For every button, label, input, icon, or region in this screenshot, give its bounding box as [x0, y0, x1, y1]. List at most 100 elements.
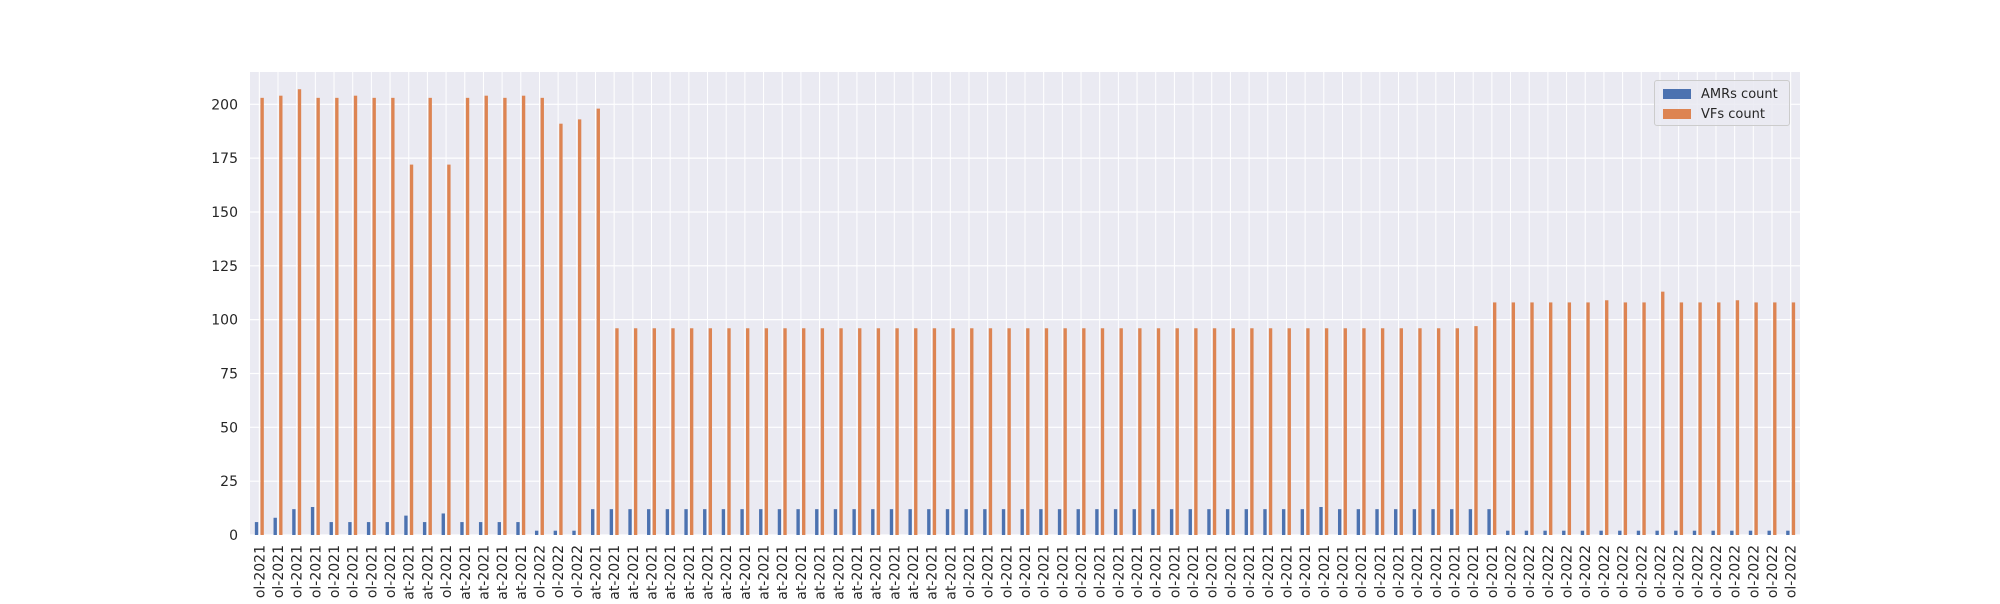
bar-vfs: [1754, 302, 1758, 535]
bar-vfs: [1717, 302, 1721, 535]
bar-vfs: [1642, 302, 1646, 535]
x-tick-label: ol-2022: [1560, 545, 1576, 598]
bar-vfs: [409, 164, 414, 535]
bar-vfs: [1194, 328, 1198, 535]
bar-amrs: [1692, 530, 1697, 535]
x-tick-label: ol-2021: [981, 545, 997, 598]
bar-vfs: [1362, 328, 1366, 535]
legend-swatch-amrs: [1663, 89, 1691, 99]
bar-amrs: [310, 507, 315, 535]
bar-vfs: [951, 328, 955, 535]
x-tick-label: ol-2021: [252, 545, 268, 598]
bar-amrs: [478, 522, 483, 535]
bar-amrs: [777, 509, 782, 535]
bar-vfs: [1119, 328, 1123, 535]
bar-vfs: [484, 95, 488, 536]
bar-amrs: [460, 522, 464, 535]
x-tick-label: ol-2021: [1186, 545, 1202, 598]
bar-amrs: [1169, 509, 1174, 535]
x-tick-label: at-2021: [719, 545, 735, 600]
x-tick-label: ol-2021: [308, 545, 324, 598]
x-tick-label: ol-2022: [1728, 545, 1744, 598]
x-tick-label: at-2021: [420, 545, 436, 600]
x-tick-label: at-2021: [514, 545, 530, 600]
bar-amrs: [703, 509, 707, 535]
legend-swatch-vfs: [1663, 109, 1691, 119]
bar-vfs: [1492, 302, 1497, 535]
bar-amrs: [1506, 530, 1510, 535]
bar-amrs: [983, 509, 987, 535]
bar-vfs: [1605, 300, 1609, 535]
bar-vfs: [1567, 302, 1572, 535]
bar-amrs: [273, 517, 277, 535]
y-tick-label: 0: [229, 528, 238, 544]
bar-vfs: [1044, 328, 1049, 535]
bar-vfs: [1698, 302, 1702, 535]
bar-amrs: [1748, 530, 1753, 535]
x-tick-label: at-2021: [495, 545, 511, 600]
x-tick-label: at-2021: [813, 545, 829, 600]
bar-amrs: [1281, 509, 1286, 535]
y-tick-label: 75: [220, 366, 238, 382]
bar-vfs: [1156, 328, 1161, 535]
bar-amrs: [1225, 509, 1230, 535]
bar-vfs: [1026, 328, 1030, 535]
bar-amrs: [292, 509, 296, 535]
x-tick-label: ol-2022: [1634, 545, 1650, 598]
x-tick-label: at-2021: [757, 545, 773, 600]
bar-amrs: [1057, 509, 1062, 535]
bar-amrs: [422, 522, 427, 535]
bar-amrs: [1450, 509, 1454, 535]
bar-amrs: [441, 513, 445, 535]
x-tick-label: ol-2021: [1093, 545, 1109, 598]
bar-vfs: [802, 328, 806, 535]
bar-vfs: [615, 328, 619, 535]
bar-vfs: [1549, 302, 1553, 535]
bar-vfs: [521, 95, 526, 536]
bar-vfs: [372, 97, 376, 535]
bar-vfs: [1063, 328, 1067, 535]
bar-vfs: [1343, 328, 1347, 535]
bar-amrs: [665, 509, 670, 535]
bar-vfs: [559, 123, 563, 536]
bar-vfs: [876, 328, 881, 535]
bar-amrs: [1356, 509, 1361, 535]
bar-vfs: [391, 97, 395, 535]
bar-amrs: [1300, 509, 1304, 535]
bar-amrs: [366, 522, 371, 535]
bar-amrs: [1394, 509, 1398, 535]
x-tick-label: ol-2022: [1784, 545, 1800, 598]
x-tick-label: ol-2021: [1261, 545, 1277, 598]
y-tick-label: 25: [220, 474, 238, 490]
x-tick-label: at-2021: [925, 545, 941, 600]
bar-vfs: [465, 97, 470, 535]
x-tick-label: ol-2021: [1298, 545, 1314, 598]
bar-vfs: [895, 328, 899, 535]
x-tick-label: ol-2022: [1672, 545, 1688, 598]
x-tick-label: at-2021: [588, 545, 604, 600]
bar-amrs: [1468, 509, 1473, 535]
bar-vfs: [1268, 328, 1273, 535]
bar-vfs: [353, 95, 358, 536]
x-tick-label: ol-2021: [290, 545, 306, 598]
x-tick-label: ol-2021: [1335, 545, 1351, 598]
x-tick-label: ol-2021: [1074, 545, 1090, 598]
bar-vfs: [1474, 326, 1478, 535]
bar-amrs: [1076, 509, 1080, 535]
bar-vfs: [727, 328, 731, 535]
bar-amrs: [1655, 530, 1659, 535]
bar-vfs: [1212, 328, 1217, 535]
bar-vfs: [671, 328, 675, 535]
bar-vfs: [503, 97, 507, 535]
bar-vfs: [708, 328, 713, 535]
x-tick-label: ol-2021: [327, 545, 343, 598]
bar-amrs: [1095, 509, 1099, 535]
bar-amrs: [534, 530, 539, 535]
bar-vfs: [914, 328, 918, 535]
bar-amrs: [1562, 530, 1566, 535]
x-tick-label: ol-2021: [364, 545, 380, 598]
bar-amrs: [684, 509, 688, 535]
bar-amrs: [404, 515, 408, 535]
x-tick-label: ol-2021: [1448, 545, 1464, 598]
x-tick-label: ol-2021: [439, 545, 455, 598]
